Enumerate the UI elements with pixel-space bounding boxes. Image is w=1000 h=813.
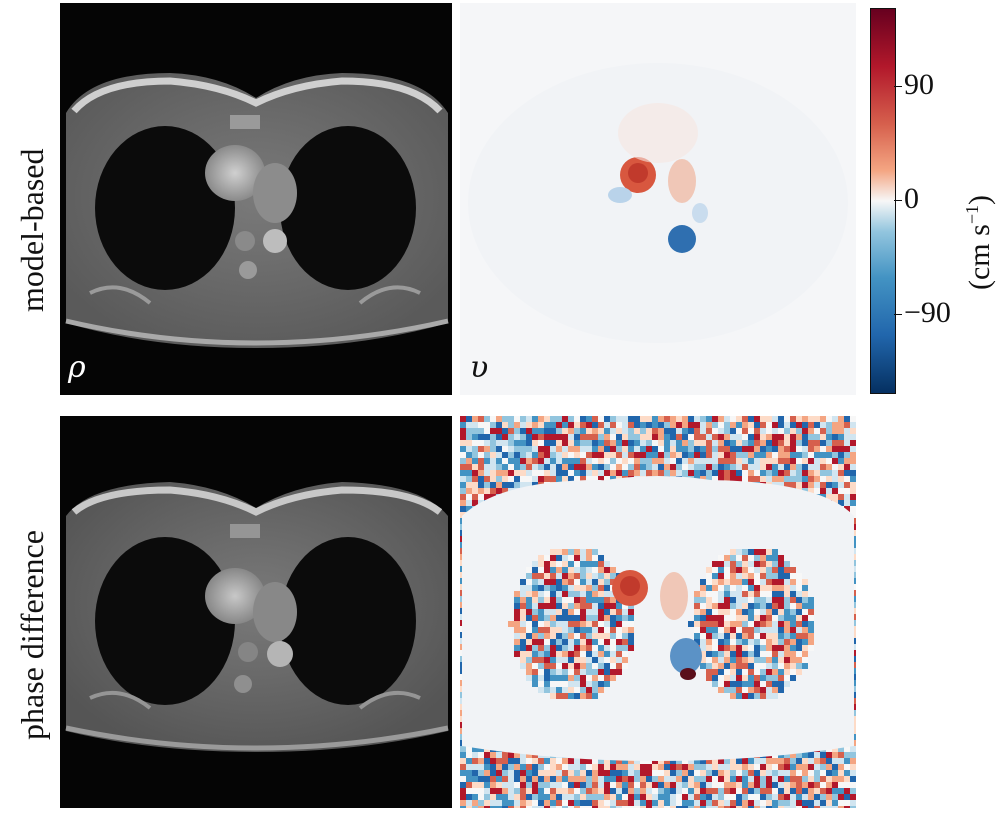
velocity-image-model-based bbox=[460, 3, 856, 395]
panel-label-upsilon: υ bbox=[470, 350, 489, 385]
colorbar-tick-mark-0 bbox=[894, 200, 902, 201]
row-label-phase-difference: phase difference bbox=[14, 530, 50, 740]
colorbar-unit-label: (cm s−1) bbox=[962, 195, 996, 290]
colorbar-tick-neg90: −90 bbox=[904, 296, 951, 329]
colorbar-tick-mark-90 bbox=[894, 86, 902, 87]
colorbar-tick-0: 0 bbox=[904, 182, 919, 215]
row-label-model-based: model-based bbox=[14, 148, 50, 313]
magnitude-image-phase-difference bbox=[60, 416, 452, 808]
velocity-image-phase-difference bbox=[460, 416, 856, 808]
colorbar-tick-90: 90 bbox=[904, 68, 934, 101]
magnitude-image-model-based bbox=[60, 3, 452, 395]
panel-label-rho: ρ bbox=[68, 350, 86, 385]
colorbar-tick-mark-neg90 bbox=[894, 314, 902, 315]
colorbar bbox=[870, 8, 896, 394]
